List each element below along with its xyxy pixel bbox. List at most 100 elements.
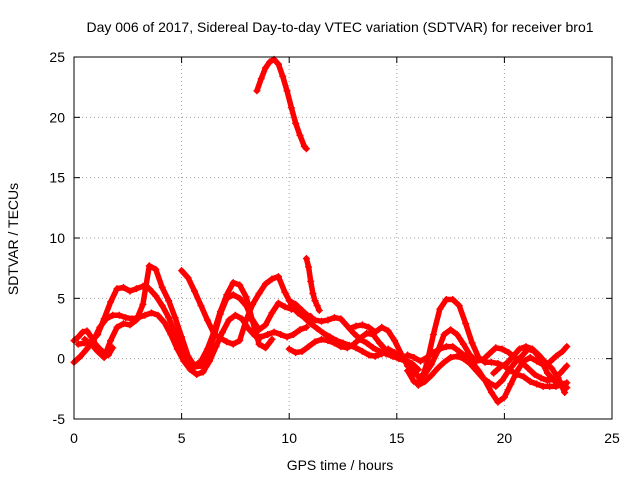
data-point (178, 333, 186, 341)
chart-title: Day 006 of 2017, Sidereal Day-to-day VTE… (86, 19, 593, 35)
data-point (552, 352, 560, 360)
y-tick-label: 25 (49, 49, 65, 65)
data-point (500, 393, 508, 401)
data-point (511, 358, 519, 366)
data-point (184, 274, 192, 282)
data-point (427, 372, 435, 380)
series-markers-arc-j (414, 345, 571, 392)
data-point (317, 335, 325, 343)
data-point (307, 277, 315, 285)
plot-frame (73, 56, 613, 420)
data-point (107, 298, 115, 306)
data-point (107, 337, 115, 345)
data-point (285, 297, 293, 305)
data-point (253, 87, 261, 95)
data-point (268, 335, 276, 343)
data-point (543, 369, 551, 377)
data-point (528, 345, 536, 353)
data-point (255, 340, 263, 348)
data-point (236, 337, 244, 345)
data-point (505, 349, 513, 357)
data-point (404, 362, 412, 370)
data-point (197, 357, 205, 365)
data-point (343, 344, 351, 352)
y-tick-label: -5 (53, 411, 66, 427)
data-point (434, 347, 442, 355)
data-point (223, 338, 231, 346)
data-point (92, 340, 100, 348)
data-point (302, 145, 310, 153)
data-point (449, 296, 457, 304)
data-point (302, 255, 310, 263)
data-point (132, 316, 140, 324)
data-point (311, 297, 319, 305)
data-point (337, 315, 345, 323)
data-point (537, 374, 545, 382)
data-point (494, 398, 502, 406)
data-point (404, 351, 412, 359)
data-point (378, 323, 386, 331)
data-point (171, 314, 179, 322)
data-point (191, 362, 199, 370)
data-point (460, 340, 468, 348)
data-point (305, 312, 313, 320)
data-point (197, 302, 205, 310)
data-point (453, 331, 461, 339)
data-point (191, 287, 199, 295)
grid-lines (74, 57, 612, 419)
data-point (270, 328, 278, 336)
data-point (563, 343, 571, 351)
data-point (210, 329, 218, 337)
data-point (122, 314, 130, 322)
data-point (503, 359, 511, 367)
data-point (255, 290, 263, 298)
data-point (283, 87, 291, 95)
x-tick-label: 20 (497, 430, 513, 446)
data-point (449, 343, 457, 351)
data-point (358, 321, 366, 329)
data-point (324, 316, 332, 324)
data-point (206, 357, 214, 365)
data-point (242, 316, 250, 324)
data-point (330, 314, 338, 322)
data-point (147, 309, 155, 317)
data-point (283, 333, 291, 341)
y-axis-label: SDTVAR / TECUs (5, 183, 21, 295)
data-point (296, 326, 304, 334)
data-point (81, 335, 89, 343)
data-point (559, 347, 567, 355)
data-point (160, 318, 168, 326)
data-point (487, 358, 495, 366)
data-point (358, 347, 366, 355)
y-tick-labels: -5 0 5 10 15 20 25 (49, 49, 65, 427)
data-point (279, 72, 287, 80)
data-point (216, 308, 224, 316)
data-point (365, 323, 373, 331)
data-point (324, 337, 332, 345)
data-point (479, 374, 487, 382)
x-tick-label: 10 (281, 430, 297, 446)
x-tick-label: 15 (389, 430, 405, 446)
series-trace-arc-e (286, 297, 422, 380)
data-point (298, 306, 306, 314)
data-point (249, 300, 257, 308)
data-point (455, 347, 463, 355)
data-point (518, 352, 526, 360)
data-point (479, 356, 487, 364)
data-point (492, 344, 500, 352)
data-point (229, 340, 237, 348)
data-point (541, 358, 549, 366)
data-point (262, 280, 270, 288)
data-point (262, 64, 270, 72)
data-point (352, 322, 360, 330)
data-point (203, 316, 211, 324)
x-tick-label: 25 (604, 430, 620, 446)
data-point (315, 306, 323, 314)
data-point (526, 353, 534, 361)
data-point (104, 351, 112, 359)
x-axis-label: GPS time / hours (287, 457, 394, 473)
data-point (492, 382, 500, 390)
data-point (436, 305, 444, 313)
data-point (74, 340, 82, 348)
